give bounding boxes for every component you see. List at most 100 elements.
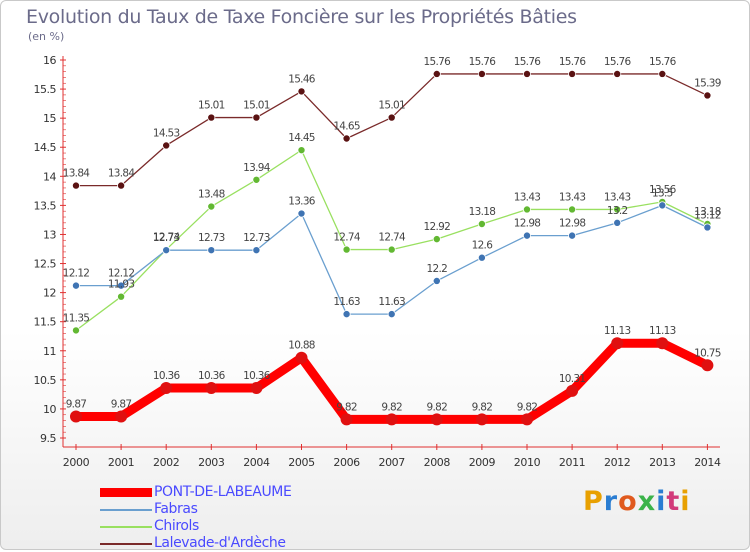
data-point: [252, 175, 261, 184]
x-tick-label: 2009: [469, 456, 496, 469]
data-label: 9.82: [381, 401, 402, 413]
data-point: [568, 231, 577, 240]
data-point: [703, 91, 712, 100]
legend-swatch: [100, 509, 152, 511]
data-label: 12.98: [559, 218, 586, 230]
data-label: 12.12: [108, 268, 135, 280]
logo-letter: P: [583, 486, 604, 517]
data-label: 10.36: [153, 370, 181, 382]
data-point: [477, 253, 486, 262]
x-tick-label: 2004: [243, 456, 270, 469]
x-tick-label: 2007: [378, 456, 405, 469]
data-label: 11.93: [108, 279, 135, 291]
data-point: [250, 381, 263, 394]
data-label: 13.84: [63, 168, 91, 180]
data-label: 12.2: [427, 263, 448, 275]
data-label: 12.6: [472, 240, 494, 252]
logo-letter: o: [618, 486, 638, 517]
data-label: 15.76: [559, 56, 587, 68]
y-tick-label: 16: [43, 54, 56, 67]
data-point: [523, 69, 532, 78]
x-tick-label: 2011: [559, 456, 585, 469]
data-point: [477, 69, 486, 78]
y-tick-label: 15.5: [34, 83, 57, 96]
data-point: [297, 209, 306, 218]
data-label: 15.01: [198, 100, 225, 112]
data-point: [387, 245, 396, 254]
data-point: [72, 326, 81, 335]
data-label: 13.94: [243, 162, 271, 174]
data-point: [477, 219, 486, 228]
data-label: 13.18: [469, 206, 496, 218]
data-point: [523, 231, 532, 240]
data-label: 10.88: [288, 340, 315, 352]
y-tick-label: 12: [43, 287, 56, 300]
data-label: 15.76: [469, 56, 497, 68]
data-point: [430, 413, 443, 426]
data-point: [385, 413, 398, 426]
legend-swatch: [100, 488, 152, 497]
legend-swatch: [100, 526, 152, 528]
data-label: 12.74: [153, 232, 181, 244]
data-label: 12.74: [333, 232, 361, 244]
data-label: 11.63: [378, 296, 405, 308]
data-point: [613, 218, 622, 227]
logo-letter: i: [680, 486, 691, 517]
data-label: 9.82: [472, 401, 493, 413]
data-label: 13.43: [604, 191, 631, 203]
data-point: [207, 202, 216, 211]
x-tick-label: 2010: [514, 456, 541, 469]
data-point: [162, 141, 171, 150]
data-point: [523, 205, 532, 214]
chart-title: Evolution du Taux de Taxe Foncière sur l…: [26, 6, 577, 28]
data-point: [297, 146, 306, 155]
x-tick-label: 2012: [604, 456, 630, 469]
x-tick-label: 2006: [333, 456, 360, 469]
legend-label: Lalevade-d'Ardèche: [154, 535, 286, 551]
data-point: [252, 113, 261, 122]
data-label: 14.53: [153, 127, 180, 139]
data-label: 12.12: [63, 268, 90, 280]
logo-letter: i: [656, 486, 667, 517]
data-label: 13.18: [694, 206, 721, 218]
data-point: [432, 235, 441, 244]
data-point: [295, 351, 308, 364]
data-label: 9.82: [336, 401, 357, 413]
data-label: 13.56: [649, 184, 677, 196]
data-label: 11.13: [604, 325, 631, 337]
data-label: 14.65: [333, 121, 360, 133]
x-tick-label: 2013: [649, 456, 676, 469]
data-point: [117, 281, 126, 290]
data-point: [207, 113, 216, 122]
data-label: 13.48: [198, 189, 225, 201]
data-label: 12.98: [514, 218, 541, 230]
data-label: 13.84: [108, 168, 136, 180]
y-tick-label: 13.5: [34, 199, 57, 212]
legend-label: Fabras: [154, 501, 198, 517]
y-tick-label: 15: [43, 112, 56, 125]
y-tick-label: 12.5: [34, 258, 57, 271]
data-label: 13.12: [694, 209, 721, 221]
data-label: 12.92: [424, 221, 451, 233]
data-label: 15.76: [649, 56, 677, 68]
data-point: [611, 337, 624, 350]
data-label: 9.87: [111, 398, 132, 410]
data-label: 13.43: [559, 191, 586, 203]
y-tick-label: 11: [43, 345, 56, 358]
data-label: 15.76: [424, 56, 452, 68]
y-tick-label: 9.5: [40, 432, 56, 445]
logo-letter: x: [637, 486, 657, 517]
data-label: 15.01: [378, 100, 405, 112]
data-point: [205, 381, 218, 394]
data-label: 10.36: [198, 370, 226, 382]
data-point: [162, 246, 171, 255]
data-point: [568, 69, 577, 78]
data-point: [432, 69, 441, 78]
x-tick-label: 2008: [424, 456, 451, 469]
data-point: [703, 223, 712, 232]
x-tick-label: 2000: [63, 456, 90, 469]
data-label: 13.43: [514, 191, 541, 203]
data-point: [160, 381, 173, 394]
